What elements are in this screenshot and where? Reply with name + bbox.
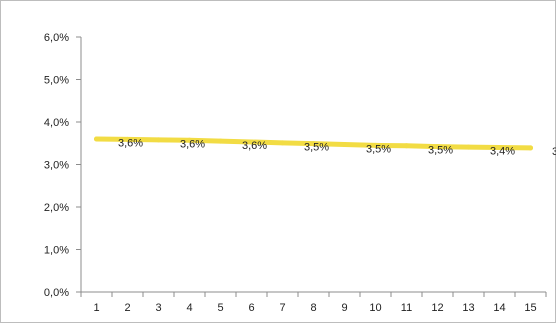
x-tick-label: 4: [186, 302, 192, 314]
x-tick-label: 5: [217, 302, 223, 314]
data-point: [187, 137, 192, 143]
data-label: 3,5%: [366, 143, 391, 155]
x-tick-label: 11: [401, 302, 412, 314]
data-point: [342, 142, 347, 148]
x-tick-label: 7: [279, 302, 285, 314]
x-tick-label: 10: [369, 302, 381, 314]
data-label: 3,4%: [552, 146, 556, 158]
x-tick-label: 9: [341, 302, 347, 314]
x-tick-label: 6: [248, 302, 254, 314]
data-label: 3,6%: [118, 137, 143, 149]
x-tick-label: 8: [310, 302, 316, 314]
data-point: [311, 141, 316, 147]
data-label: 3,4%: [490, 146, 515, 158]
data-point: [528, 145, 533, 151]
data-point: [218, 138, 223, 144]
data-point: [125, 136, 130, 142]
x-tick-label: 14: [493, 302, 505, 314]
x-tick-label: 1: [93, 302, 99, 314]
data-point: [94, 136, 99, 142]
data-point: [156, 137, 161, 143]
x-tick-label: 15: [524, 302, 536, 314]
data-label: 3,5%: [428, 145, 453, 157]
data-point: [466, 144, 471, 150]
y-tick-label: 3,0%: [44, 160, 69, 172]
data-point: [497, 145, 502, 150]
y-tick-label: 1,0%: [44, 245, 69, 257]
data-point: [404, 143, 409, 149]
data-point: [249, 139, 254, 145]
data-label: 3,6%: [242, 140, 267, 152]
x-tick-label: 12: [431, 302, 443, 314]
y-tick-label: 5,0%: [44, 75, 69, 87]
data-point: [373, 142, 378, 148]
x-tick-label: 3: [155, 302, 161, 314]
y-tick-label: 2,0%: [44, 202, 69, 214]
x-tick-label: 13: [462, 302, 474, 314]
y-tick-label: 4,0%: [44, 117, 69, 129]
data-point: [435, 144, 440, 150]
data-label: 3,6%: [180, 138, 205, 150]
x-tick-label: 2: [124, 302, 130, 314]
data-point: [280, 140, 285, 146]
y-tick-label: 6,0%: [44, 32, 69, 44]
y-tick-label: 0,0%: [44, 287, 69, 299]
data-label: 3,5%: [304, 142, 329, 154]
